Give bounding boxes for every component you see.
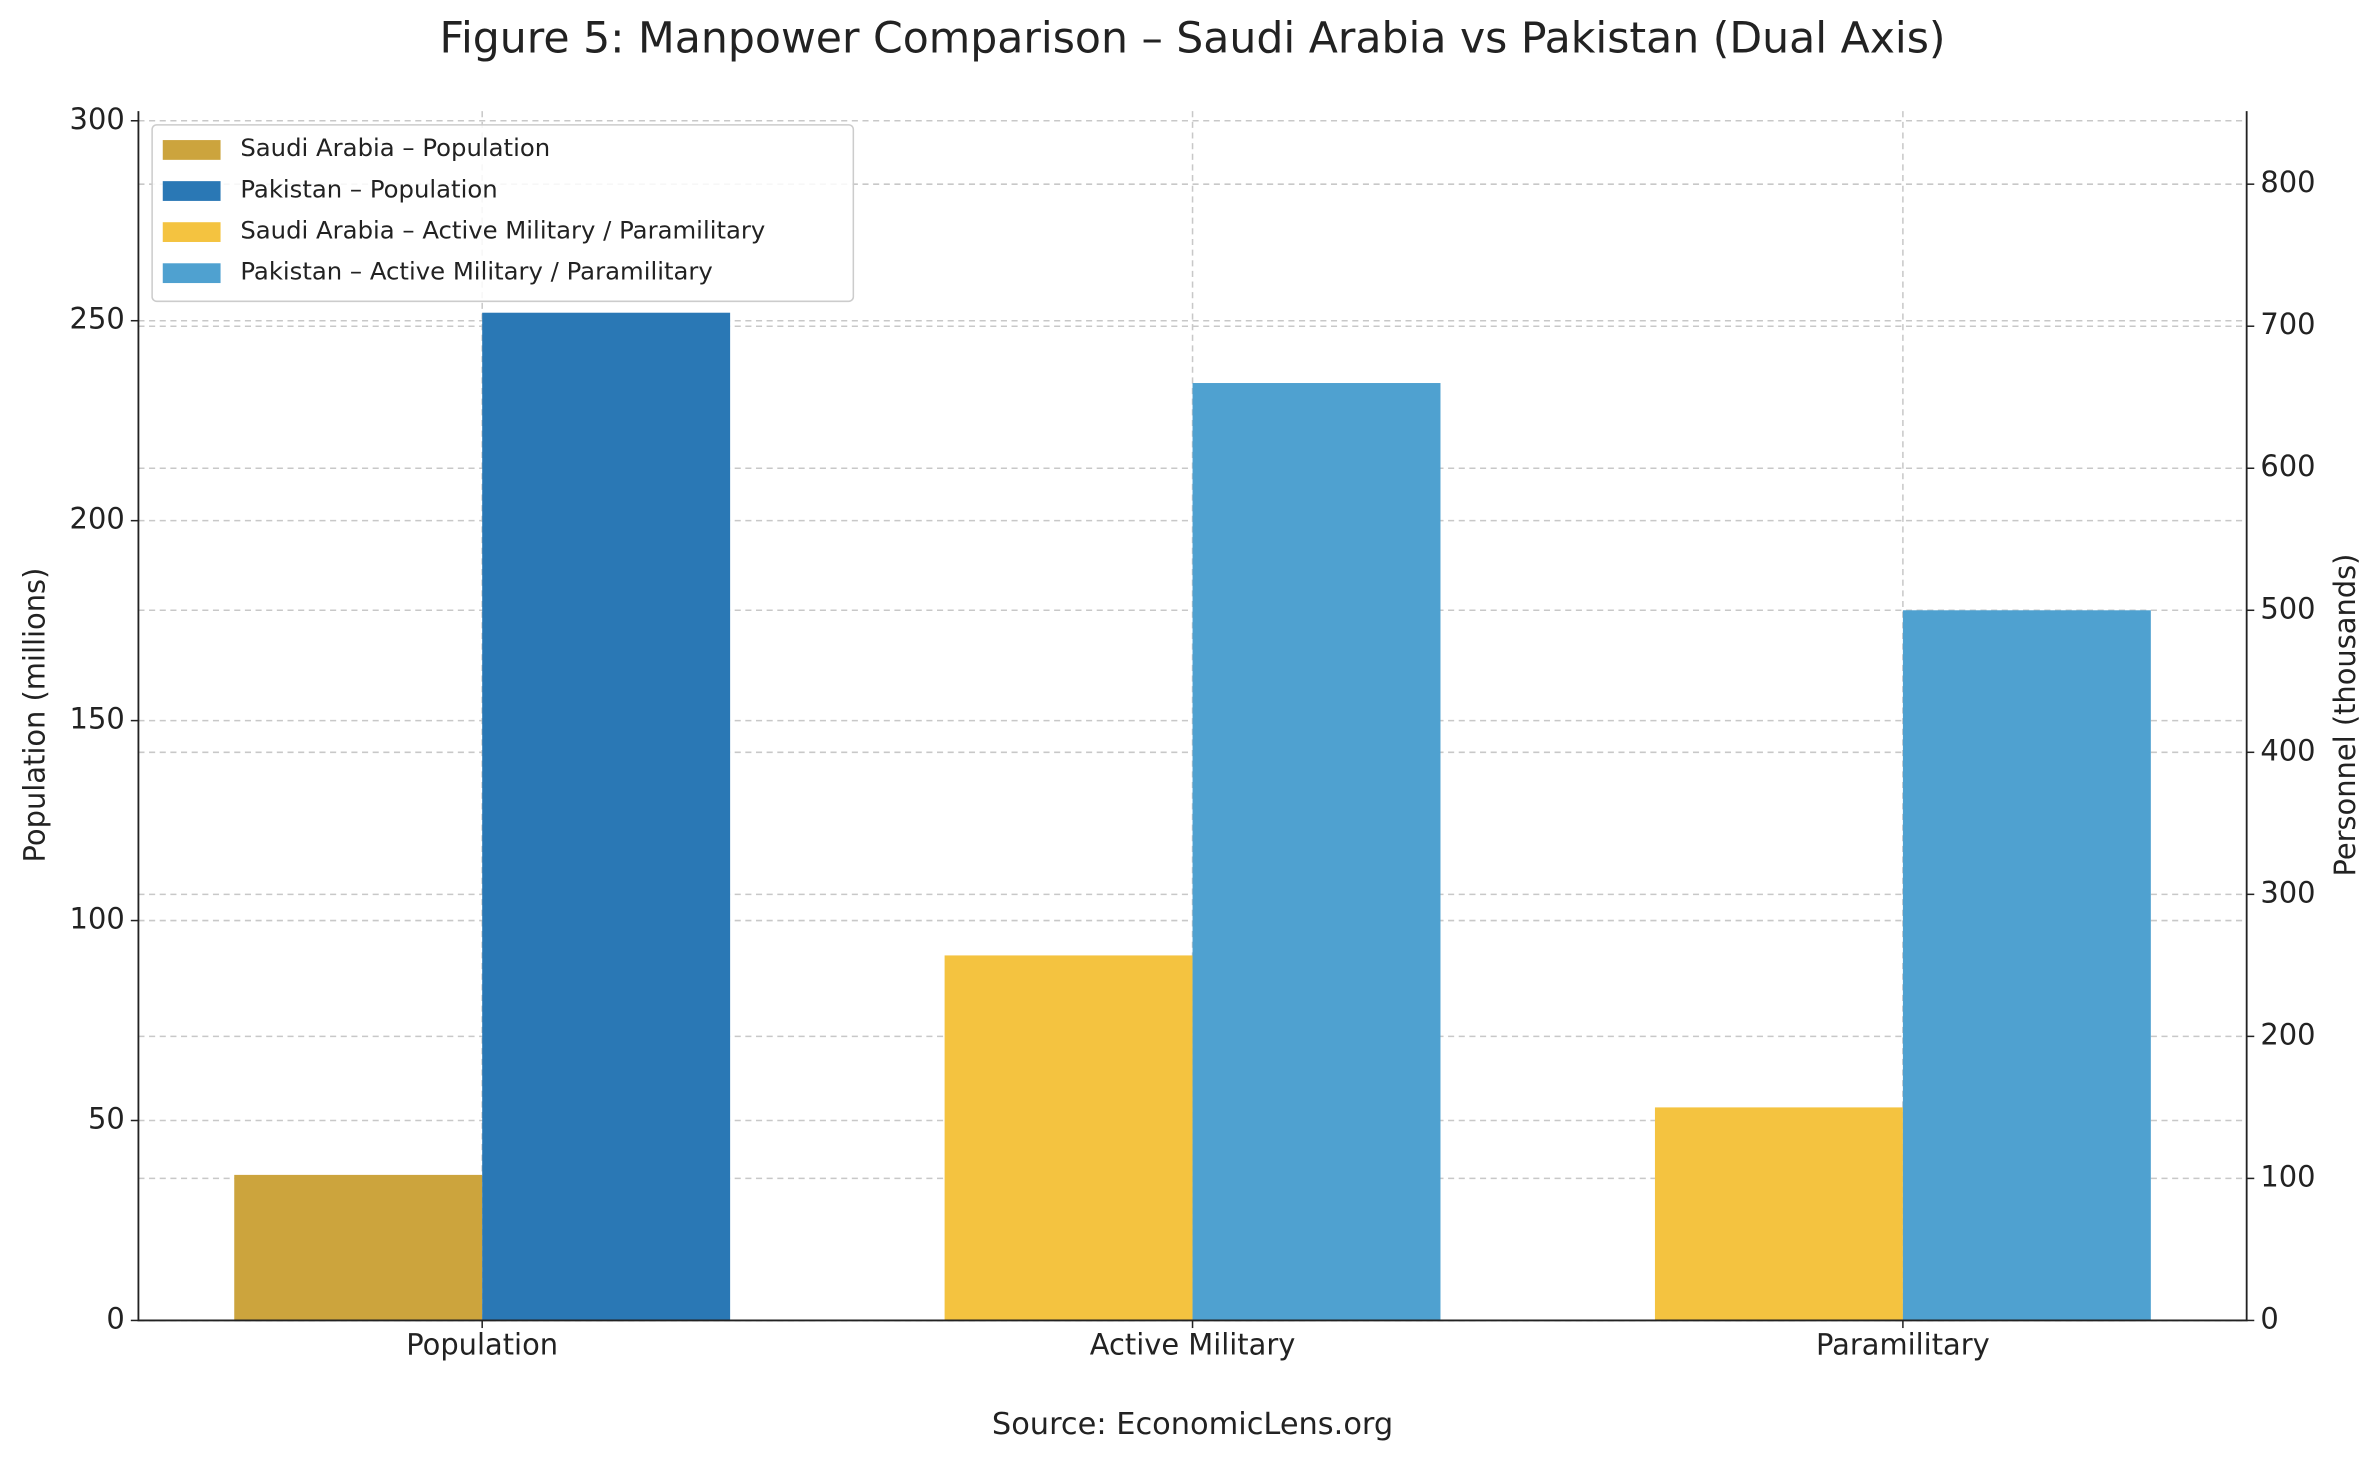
bar [1192,383,1441,1321]
y2-tick-label: 700 [2260,307,2315,341]
x-tick-label: Population [406,1327,558,1361]
bar [1654,1107,1903,1321]
y2-tick-label: 100 [2260,1159,2315,1193]
legend-swatch [162,263,221,284]
y-tick-label: 50 [88,1102,125,1136]
legend-swatch [162,140,221,160]
bar [1902,610,2151,1321]
y2-tick-label: 200 [2260,1017,2315,1051]
y-tick-label: 100 [70,902,125,936]
legend-swatch [162,181,221,201]
x-tick-label: Active Military [1090,1327,1296,1361]
y2-tick-label: 400 [2260,733,2315,767]
legend-label: Pakistan – Active Military / Paramilitar… [240,256,713,285]
legend-label: Pakistan – Population [240,174,497,203]
y2-tick-label: 300 [2260,875,2315,909]
y-tick-label: 250 [70,302,125,336]
x-tick-label: Paramilitary [1816,1327,1990,1361]
y2-tick-label: 600 [2260,449,2315,483]
y-tick-label: 150 [70,702,125,736]
bar [234,1174,483,1321]
y2-tick-label: 500 [2260,591,2315,625]
y-axis-label: Population (millions) [18,568,52,863]
legend-box [151,124,855,303]
y-tick-label: 300 [70,102,125,136]
legend-label: Saudi Arabia – Population [240,133,550,162]
axes-frame [137,111,2248,1322]
y-tick-label: 200 [70,502,125,536]
y2-axis-label: Personnel (thousands) [2328,554,2362,877]
legend-swatch [162,222,221,242]
chart-title: Figure 5: Manpower Comparison – Saudi Ar… [440,14,1946,64]
bar [944,955,1193,1321]
bar [482,312,731,1321]
y-tick-label: 0 [106,1301,124,1335]
y2-tick-label: 800 [2260,165,2315,199]
y2-tick-label: 0 [2260,1301,2278,1335]
legend-label: Saudi Arabia – Active Military / Paramil… [240,215,765,244]
source-note: Source: EconomicLens.org [992,1407,1393,1442]
legend: Saudi Arabia – Population Pakistan – Popu… [151,124,855,303]
